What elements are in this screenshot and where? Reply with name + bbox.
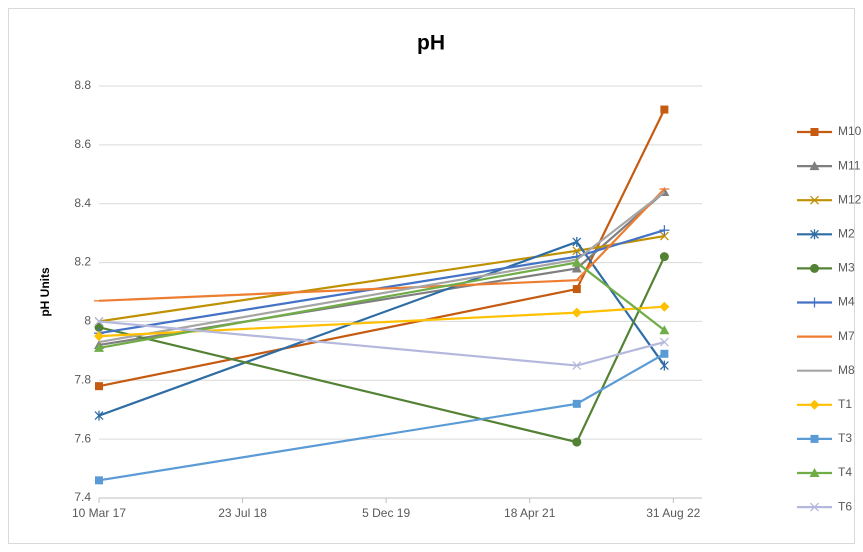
data-point bbox=[572, 285, 581, 294]
marker-part bbox=[571, 263, 582, 273]
data-point bbox=[659, 325, 670, 335]
legend-label: M7 bbox=[838, 329, 855, 343]
x-tick-label: 31 Aug 22 bbox=[646, 506, 700, 520]
legend-label: T4 bbox=[838, 465, 852, 479]
marker-part bbox=[571, 307, 582, 318]
marker-part bbox=[95, 382, 103, 391]
y-tick-label: 7.4 bbox=[74, 490, 91, 504]
marker-part bbox=[571, 257, 582, 267]
data-point bbox=[572, 437, 582, 447]
marker-part bbox=[659, 301, 670, 312]
data-point bbox=[571, 263, 582, 273]
marker-part bbox=[810, 434, 819, 443]
marker-part bbox=[94, 316, 104, 326]
legend-label: M8 bbox=[838, 363, 855, 377]
legend-label: M2 bbox=[838, 226, 855, 240]
data-point bbox=[571, 307, 582, 318]
marker-part bbox=[572, 285, 581, 294]
data-point bbox=[572, 236, 582, 247]
y-tick-label: 8 bbox=[84, 314, 91, 328]
marker-part bbox=[809, 468, 820, 477]
legend-marker bbox=[810, 434, 819, 443]
data-point bbox=[94, 410, 104, 421]
marker-part bbox=[572, 437, 582, 447]
marker-part bbox=[94, 322, 104, 332]
marker-part bbox=[659, 325, 670, 335]
x-tick-label: 10 Mar 17 bbox=[72, 506, 126, 520]
legend-marker bbox=[810, 502, 819, 512]
legend-label: M11 bbox=[838, 158, 861, 172]
marker-part bbox=[94, 342, 104, 352]
x-tick-label: 23 Jul 18 bbox=[218, 506, 267, 520]
legend-marker bbox=[810, 195, 819, 205]
data-point bbox=[571, 257, 582, 267]
y-tick-label: 8.8 bbox=[74, 78, 91, 92]
data-point bbox=[660, 105, 669, 114]
marker-part bbox=[659, 231, 669, 241]
marker-part bbox=[94, 331, 104, 342]
y-tick-label: 8.4 bbox=[74, 196, 91, 210]
data-point bbox=[659, 337, 669, 347]
data-point bbox=[659, 231, 669, 241]
marker-part bbox=[810, 128, 819, 136]
legend-label: T1 bbox=[838, 397, 852, 411]
legend-label: M10 bbox=[838, 124, 862, 138]
legend-marker bbox=[809, 161, 820, 171]
chart-title: pH bbox=[417, 32, 445, 55]
y-tick-label: 8.6 bbox=[74, 137, 91, 151]
data-point bbox=[94, 322, 104, 332]
marker-part bbox=[810, 195, 819, 205]
x-tick-label: 5 Dec 19 bbox=[362, 506, 410, 520]
data-point bbox=[659, 225, 670, 236]
marker-part bbox=[572, 246, 582, 256]
legend-marker bbox=[810, 128, 819, 136]
legend-marker bbox=[809, 468, 820, 477]
x-tick-label: 18 Apr 21 bbox=[504, 506, 556, 520]
legend-label: M4 bbox=[838, 295, 855, 309]
data-point bbox=[659, 360, 669, 371]
marker-part bbox=[809, 161, 820, 171]
data-point bbox=[659, 252, 669, 262]
legend-label: M12 bbox=[838, 192, 862, 206]
legend-label: M3 bbox=[838, 261, 855, 275]
marker-part bbox=[660, 105, 669, 114]
marker-part bbox=[810, 263, 819, 273]
marker-part bbox=[660, 349, 669, 358]
legend-label: T6 bbox=[838, 499, 852, 513]
marker-part bbox=[572, 361, 582, 371]
legend-marker bbox=[809, 297, 820, 308]
marker-part bbox=[659, 252, 669, 262]
y-tick-label: 8.2 bbox=[74, 255, 91, 269]
data-point bbox=[572, 399, 581, 408]
marker-part bbox=[95, 476, 103, 485]
y-tick-label: 7.8 bbox=[74, 372, 91, 386]
data-point bbox=[572, 246, 582, 256]
data-point bbox=[95, 476, 103, 485]
data-point bbox=[660, 349, 669, 358]
data-point bbox=[94, 316, 104, 326]
data-point bbox=[95, 382, 103, 391]
data-point bbox=[572, 361, 582, 371]
marker-part bbox=[572, 399, 581, 408]
legend-marker bbox=[810, 229, 819, 240]
data-point bbox=[659, 301, 670, 312]
legend-label: T3 bbox=[838, 431, 852, 445]
marker-part bbox=[809, 399, 820, 410]
legend-marker bbox=[810, 263, 819, 273]
data-point bbox=[94, 331, 104, 342]
chart-border bbox=[8, 8, 855, 544]
y-axis-label: pH Units bbox=[38, 267, 52, 317]
marker-part bbox=[659, 337, 669, 347]
data-point bbox=[94, 342, 104, 352]
marker-part bbox=[810, 502, 819, 512]
y-tick-label: 7.6 bbox=[74, 431, 91, 445]
legend-marker bbox=[809, 399, 820, 410]
